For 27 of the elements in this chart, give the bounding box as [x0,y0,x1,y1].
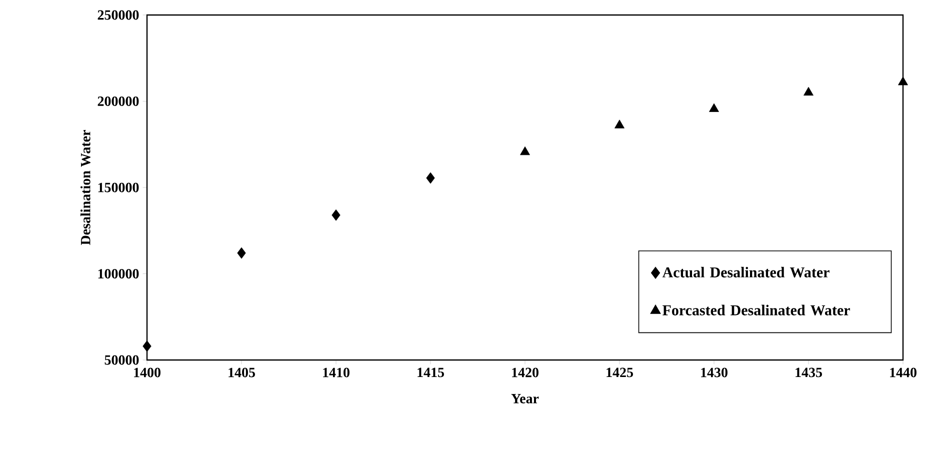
point [898,76,908,86]
y-tick-label: 250000 [98,10,139,20]
x-tick-label: 1400 [134,368,160,378]
x-tick-label: 1430 [701,368,728,378]
point [614,120,624,128]
x-tick-label: 1410 [323,368,350,378]
point [426,172,435,184]
point [520,146,530,156]
point [237,247,246,259]
point [142,340,152,352]
y-tick-label: 200000 [98,96,139,106]
x-tick-label: 1440 [890,368,916,378]
x-tick-label: 1420 [512,368,538,378]
x-axis-title: Year [511,394,539,404]
point [804,86,814,96]
x-tick-label: 1425 [606,368,633,378]
point [709,103,719,112]
legend-label: Actual Desalinated Water [662,266,830,278]
x-tick-label: 1415 [418,368,444,378]
y-tick-label: 50000 [104,355,139,365]
point [332,209,340,221]
x-tick-label: 1405 [228,368,255,378]
y-tick-label: 150000 [98,182,139,192]
y-tick-label: 100000 [98,269,139,278]
x-tick-label: 1435 [796,368,822,378]
legend-label: Forcasted Desalinated Water [662,304,850,316]
y-axis-title: Desalination Water [80,130,90,245]
